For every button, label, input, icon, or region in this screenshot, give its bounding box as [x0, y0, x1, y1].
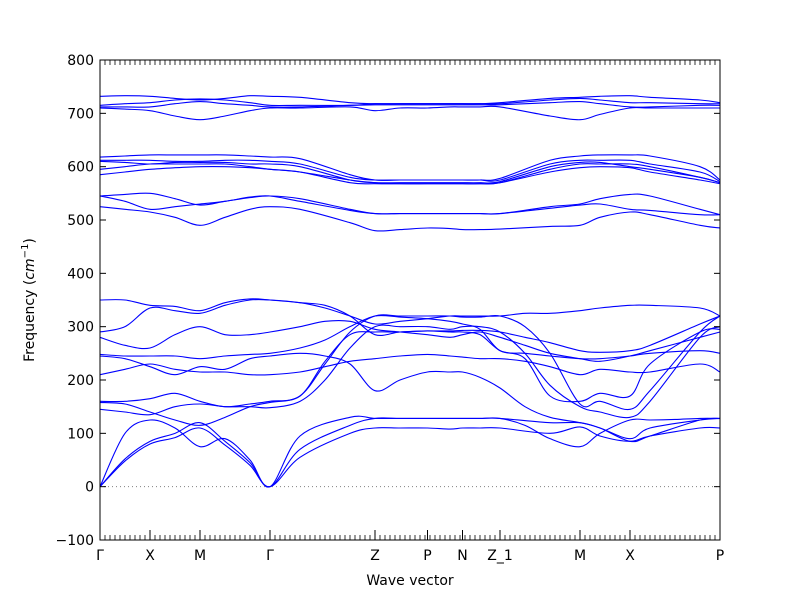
band-line-21	[99, 105, 720, 121]
band-line-18	[99, 160, 721, 184]
band-line-15	[99, 192, 721, 216]
band-line-4	[99, 324, 721, 419]
y-tick-label: 100	[67, 426, 94, 442]
band-line-22	[100, 101, 721, 108]
y-tick-label: 800	[67, 53, 94, 69]
band-line-7	[99, 353, 721, 376]
band-line-17	[99, 163, 721, 185]
y-axis-label: Frequency (cm−1)	[20, 238, 38, 362]
x-axis-label: Wave vector	[366, 573, 454, 589]
x-tick-label-10: X	[625, 548, 635, 564]
band-line-5	[99, 314, 721, 426]
band-line-12	[99, 298, 721, 353]
band-line-13	[99, 206, 721, 232]
x-tick-label-9: M	[574, 548, 586, 564]
x-tick-label-5: Z	[370, 548, 380, 564]
x-tick-label-1: Γ	[96, 548, 104, 564]
band-line-24	[99, 95, 721, 105]
y-tick-label: 400	[67, 266, 94, 282]
x-tick-label-3: M	[194, 548, 206, 564]
y-tick-label: 0	[85, 480, 94, 496]
y-tick-label: 300	[67, 320, 94, 336]
plot-frame	[99, 59, 721, 541]
y-tick-label: 200	[67, 373, 94, 389]
plot-content	[99, 95, 721, 488]
band-line-9	[99, 314, 721, 360]
x-tick-label-11: P	[716, 548, 724, 564]
band-line-1	[99, 426, 721, 488]
x-tick-label-2: X	[145, 548, 155, 564]
y-tick-label: 700	[67, 106, 94, 122]
x-tick-label-8: Z_1	[487, 548, 513, 564]
y-tick-label: −100	[56, 533, 94, 549]
y-tick-label: 600	[67, 160, 94, 176]
band-line-10	[99, 319, 721, 362]
axis-ticks: −100 0 100 200 300 400 500 600 700 800 Γ X M Γ Z P N Z_1 M…	[56, 53, 725, 564]
band-line-8	[99, 352, 721, 443]
band-line-20	[99, 154, 721, 181]
x-tick-label-6: P	[423, 548, 431, 564]
x-tick-label-4: Γ	[266, 548, 274, 564]
band-line-3	[99, 415, 721, 488]
band-line-11	[99, 298, 721, 333]
x-tick-label-7: N	[457, 548, 467, 564]
y-tick-label: 500	[67, 213, 94, 229]
